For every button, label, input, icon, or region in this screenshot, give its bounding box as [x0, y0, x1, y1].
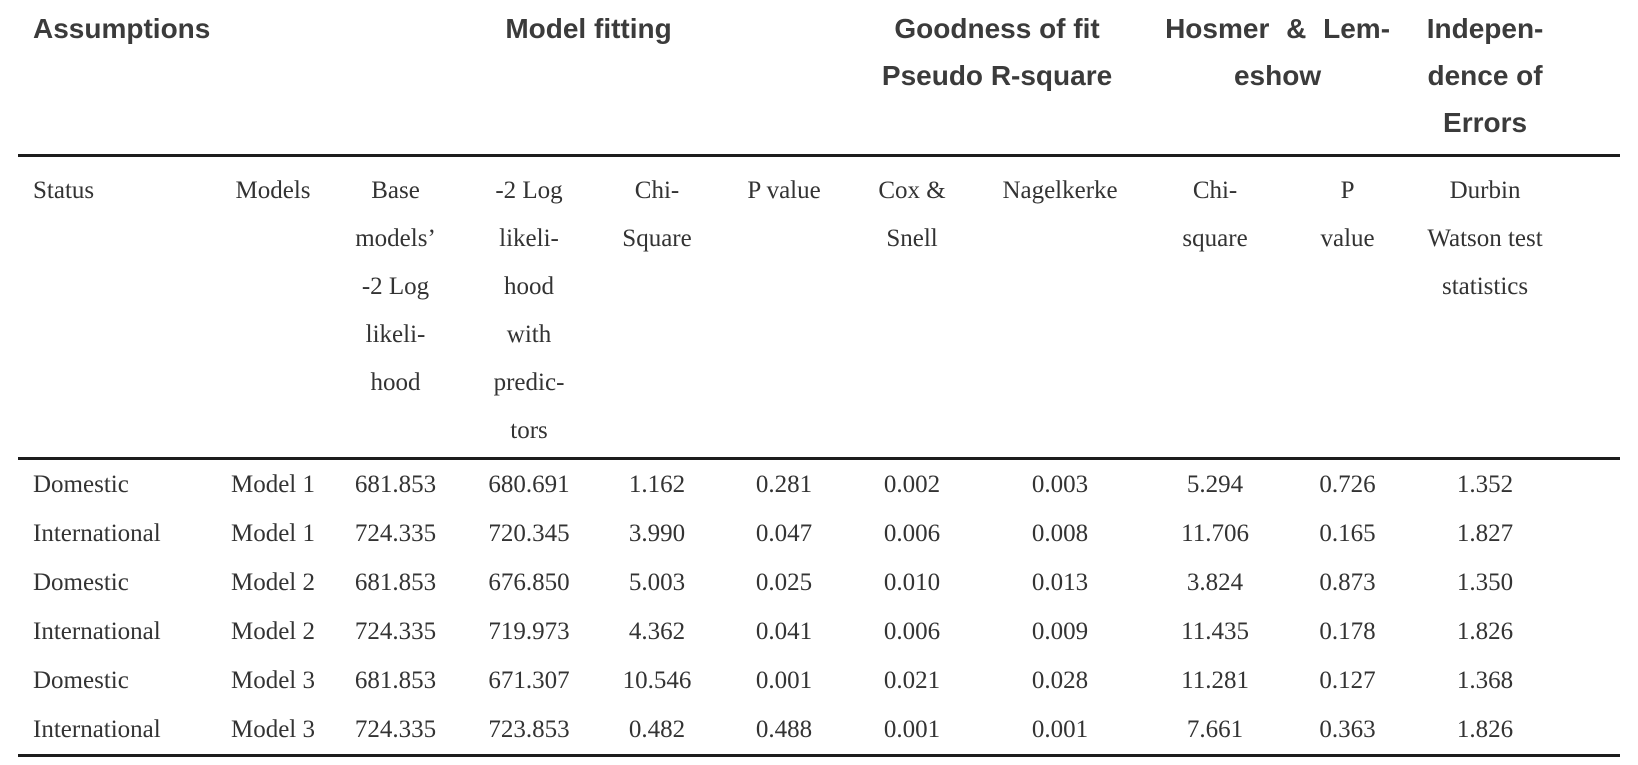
- table-cell: Domestic: [33, 569, 129, 596]
- table-cell: 0.873: [1319, 569, 1376, 596]
- column-header-row: Status Models Base models’ -2 Log likeli…: [18, 155, 1621, 460]
- table-cell: Model 2: [230, 569, 316, 596]
- column-header-p-value-fit: P value: [719, 155, 850, 460]
- table-cell: 724.335: [354, 520, 437, 547]
- table-cell: 1.368: [1456, 667, 1514, 694]
- table-cell: 0.001: [849, 705, 976, 757]
- table-cell: Model 1: [230, 520, 316, 547]
- table-cell: Model 3: [218, 705, 329, 757]
- table-cell: 0.001: [975, 705, 1146, 757]
- table-cell: 0.008: [1031, 520, 1089, 547]
- group-header-row: Assumptions Model fitting Goodness of fi…: [18, 0, 1621, 157]
- group-header-hosmer-lemeshow: Hosmer & Lem- eshow: [1145, 0, 1411, 157]
- table-cell: 1.352: [1456, 471, 1514, 498]
- table-cell: 11.435: [1181, 618, 1249, 645]
- table-cell: International: [33, 618, 161, 645]
- column-header-durbin-watson: Durbin Watson test statistics: [1410, 155, 1621, 460]
- column-header-cox-snell: Cox & Snell: [849, 155, 976, 460]
- table-cell: Domestic: [33, 471, 129, 498]
- table-cell: 681.853: [354, 471, 437, 498]
- table-row: International Model 3 724.335 723.853 0.482 0…: [18, 705, 1621, 757]
- table-cell: 671.307: [488, 667, 570, 694]
- table-cell: 676.850: [488, 569, 570, 596]
- table-cell: 1.826: [1410, 705, 1621, 757]
- column-header-base-log-likelihood: Base models’ -2 Log likeli- hood: [328, 155, 464, 460]
- table-cell: 0.006: [883, 520, 941, 547]
- table-cell: Model 2: [230, 618, 316, 645]
- table-container: Assumptions Model fitting Goodness of fi…: [18, 0, 1621, 757]
- column-header-status: Status: [18, 155, 218, 460]
- group-header-independence-of-errors: Indepen- dence of Errors: [1410, 0, 1621, 157]
- table-cell: 1.827: [1456, 520, 1514, 547]
- table-cell: 724.335: [354, 618, 437, 645]
- table-cell: 3.824: [1186, 569, 1244, 596]
- column-header-chi-square-fit: Chi- Square: [595, 155, 720, 460]
- table-cell: 723.853: [463, 705, 596, 757]
- table-cell: 0.041: [755, 618, 813, 645]
- column-header-nagelkerke: Nagelkerke: [975, 155, 1146, 460]
- table-cell: 0.178: [1319, 618, 1376, 645]
- table-cell: 0.726: [1319, 471, 1376, 498]
- table-cell: 5.003: [628, 569, 686, 596]
- table-cell: 0.028: [1031, 667, 1089, 694]
- table-cell: 0.010: [883, 569, 941, 596]
- table-cell: 0.127: [1319, 667, 1376, 694]
- table-cell: 1.826: [1456, 618, 1514, 645]
- table-cell: 10.546: [622, 667, 692, 694]
- table-cell: 0.002: [883, 471, 941, 498]
- table-cell: 1.350: [1456, 569, 1514, 596]
- column-header-models: Models: [218, 155, 329, 460]
- table-cell: 0.025: [755, 569, 813, 596]
- column-header-chi-square-hl: Chi- square: [1145, 155, 1286, 460]
- table-cell: 0.047: [755, 520, 813, 547]
- group-header-assumptions: Assumptions: [18, 0, 329, 157]
- table-cell: International: [33, 520, 161, 547]
- group-header-model-fitting: Model fitting: [328, 0, 850, 157]
- table-row: International Model 1 724.335 720.345 3.990 0…: [18, 509, 1620, 558]
- column-header-log-likelihood-predictors: -2 Log likeli- hood with predic- tors: [463, 155, 596, 460]
- table-cell: 5.294: [1186, 471, 1244, 498]
- group-header-goodness-of-fit: Goodness of fit Pseudo R-square: [849, 0, 1146, 157]
- table-cell: 0.013: [1031, 569, 1089, 596]
- table-cell: 0.363: [1285, 705, 1411, 757]
- table-cell: 0.001: [755, 667, 813, 694]
- table-cell: 0.482: [595, 705, 720, 757]
- table-cell: Model 3: [230, 667, 316, 694]
- table-row: International Model 2 724.335 719.973 4.362 0…: [18, 607, 1620, 656]
- table-row: Domestic Model 3 681.853 671.307 10.546 0.001…: [18, 656, 1620, 705]
- table-cell: 3.990: [628, 520, 686, 547]
- table-cell: International: [18, 705, 218, 757]
- table-cell: 0.165: [1319, 520, 1376, 547]
- table-row: Domestic Model 2 681.853 676.850 5.003 0.025 0…: [18, 558, 1620, 607]
- table-cell: Domestic: [33, 667, 129, 694]
- table-cell: 11.706: [1181, 520, 1249, 547]
- table-cell: 7.661: [1145, 705, 1286, 757]
- table-cell: 681.853: [354, 569, 437, 596]
- table-cell: 4.362: [628, 618, 686, 645]
- table-cell: 719.973: [488, 618, 570, 645]
- table-cell: 720.345: [488, 520, 570, 547]
- table-cell: 0.021: [883, 667, 941, 694]
- table-cell: 1.162: [628, 471, 686, 498]
- table-body: Domestic Model 1 681.853 680.691 1.162 0.281 0…: [18, 459, 1621, 757]
- table-cell: 681.853: [354, 667, 437, 694]
- column-header-p-value-hl: P value: [1285, 155, 1411, 460]
- table-cell: 0.003: [1031, 471, 1089, 498]
- table-cell: 0.488: [719, 705, 850, 757]
- table-cell: 680.691: [488, 471, 570, 498]
- table-cell: 11.281: [1181, 667, 1249, 694]
- table-row: Domestic Model 1 681.853 680.691 1.162 0.281 0…: [18, 459, 1620, 510]
- table-cell: 0.006: [883, 618, 941, 645]
- table-cell: 0.281: [755, 471, 813, 498]
- table-cell: 724.335: [328, 705, 464, 757]
- table-cell: Model 1: [230, 471, 316, 498]
- regression-assumptions-table: Assumptions Model fitting Goodness of fi…: [18, 0, 1621, 757]
- table-cell: 0.009: [1031, 618, 1089, 645]
